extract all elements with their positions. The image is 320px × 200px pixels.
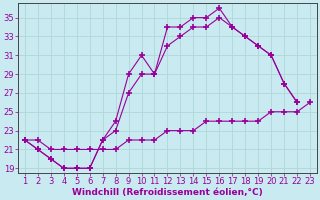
X-axis label: Windchill (Refroidissement éolien,°C): Windchill (Refroidissement éolien,°C) [72, 188, 263, 197]
